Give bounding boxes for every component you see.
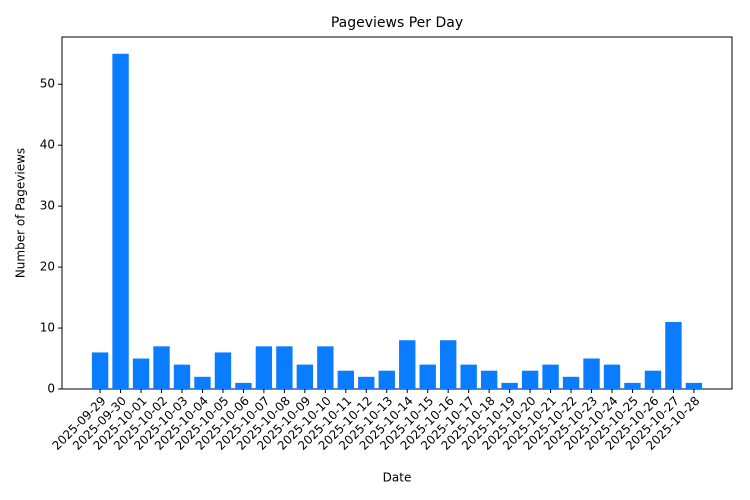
bar — [317, 346, 334, 389]
bar — [91, 352, 109, 389]
bar — [480, 370, 498, 389]
y-tick-label: 40 — [40, 138, 55, 152]
bar — [378, 370, 395, 389]
bar — [419, 364, 436, 389]
bar — [399, 340, 416, 389]
bar — [644, 370, 662, 389]
y-axis-label: Number of Pageviews — [14, 148, 28, 278]
plot-frame — [61, 36, 733, 390]
bar — [173, 364, 191, 389]
bar — [214, 352, 232, 389]
bar — [132, 358, 150, 389]
bar — [440, 340, 457, 389]
bar — [296, 364, 314, 389]
y-tick-label: 0 — [47, 382, 55, 396]
bar — [460, 364, 477, 389]
y-tick-label: 30 — [40, 199, 55, 213]
bar — [562, 376, 580, 389]
bar — [276, 346, 293, 389]
bar — [521, 370, 539, 389]
y-tick-label: 20 — [40, 260, 55, 274]
y-tick-label: 50 — [40, 77, 55, 91]
bar — [624, 382, 641, 389]
bar — [194, 376, 211, 389]
bar — [337, 370, 354, 389]
bar — [153, 346, 170, 389]
bar — [583, 358, 600, 389]
bar — [685, 382, 703, 389]
x-axis-label: Date — [383, 471, 412, 485]
bar — [112, 53, 129, 390]
bar — [255, 346, 273, 389]
bar — [542, 364, 559, 389]
bar — [235, 382, 252, 389]
bar — [358, 376, 375, 389]
bar — [665, 321, 682, 389]
bar — [603, 364, 621, 389]
y-tick-label: 10 — [40, 321, 55, 335]
bar — [501, 382, 518, 389]
chart-title: Pageviews Per Day — [331, 15, 463, 31]
